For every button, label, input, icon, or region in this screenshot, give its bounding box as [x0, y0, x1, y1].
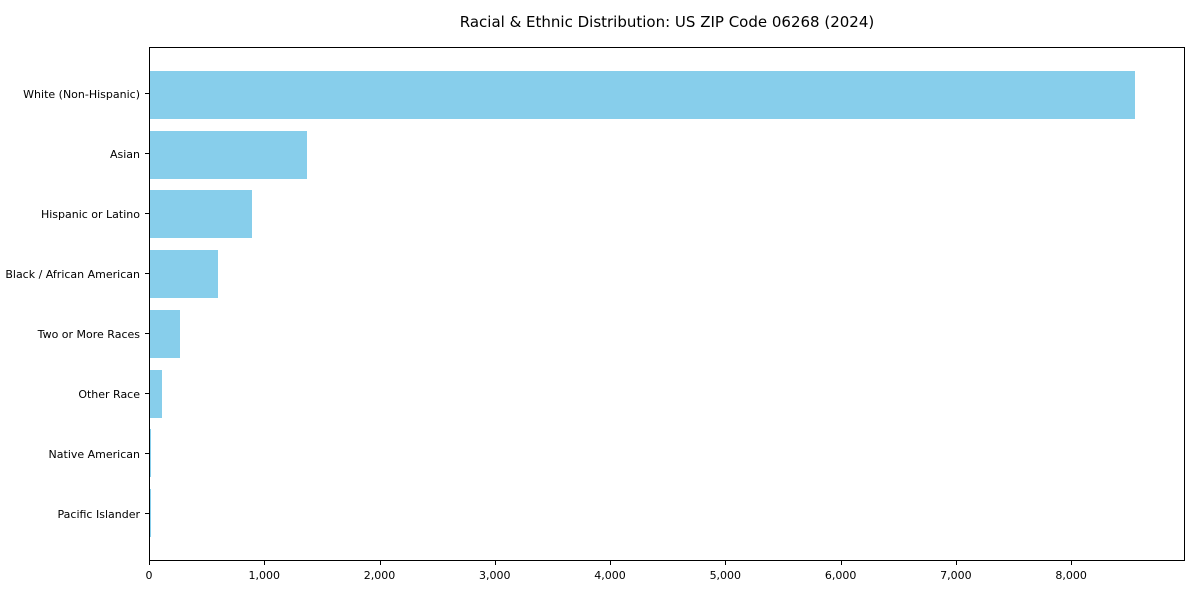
bar-row [150, 364, 1184, 424]
x-tick-label: 6,000 [824, 569, 857, 582]
bar [150, 429, 152, 478]
bar [150, 190, 253, 239]
x-tick-label: 8,000 [1055, 569, 1087, 582]
y-tick-mark [145, 213, 149, 214]
x-tick-mark [494, 561, 496, 565]
x-tick-mark [149, 561, 150, 565]
bar [150, 250, 218, 299]
x-tick-label: 4,000 [594, 569, 626, 582]
y-axis-row: Other Race [0, 364, 149, 424]
x-tick-label: 7,000 [940, 569, 972, 582]
plot-area [149, 47, 1185, 561]
bar [150, 130, 308, 179]
bar-row [150, 244, 1184, 304]
y-axis-row: Hispanic or Latino [0, 184, 149, 244]
bar [150, 309, 181, 358]
x-tick-mark [955, 561, 957, 565]
y-tick-mark [145, 153, 149, 154]
chart-title: Racial & Ethnic Distribution: US ZIP Cod… [459, 13, 875, 31]
y-axis-row: Asian [0, 124, 149, 184]
y-tick-label: Native American [48, 447, 140, 461]
y-tick-label: Hispanic or Latino [40, 207, 140, 221]
bar-row [150, 125, 1184, 185]
y-tick-mark [145, 453, 149, 454]
y-tick-label: Other Race [78, 387, 140, 401]
y-tick-mark [145, 513, 149, 514]
x-tick-mark [1071, 561, 1073, 565]
y-tick-label: Pacific Islander [57, 507, 140, 521]
x-tick-label: 0 [145, 569, 153, 582]
y-tick-mark [145, 273, 149, 274]
x-tick-label: 2,000 [363, 569, 396, 582]
bar [150, 70, 1135, 119]
y-axis-row: Black / African American [0, 244, 149, 304]
y-axis-row: Pacific Islander [0, 484, 149, 544]
x-axis: 0 1,000 2,000 3,000 4,000 5,000 6,000 7,000 8,00… [145, 561, 1185, 593]
x-tick-mark [610, 561, 612, 565]
y-axis: White (Non-Hispanic) Asian Hispanic or Lat… [0, 47, 149, 561]
y-tick-label: Asian [109, 147, 140, 161]
y-tick-label: Black / African American [5, 267, 140, 281]
x-tick-label: 3,000 [479, 569, 511, 582]
y-axis-row: Native American [0, 424, 149, 484]
bar-row [150, 483, 1184, 543]
bar-row [150, 304, 1184, 364]
y-tick-label: Two or More Races [37, 327, 140, 341]
bar-row [150, 185, 1184, 245]
x-tick-mark [379, 561, 381, 565]
x-tick-mark [725, 561, 727, 565]
bar-row [150, 65, 1184, 125]
y-tick-mark [145, 93, 149, 94]
x-tick-label: 1,000 [248, 569, 281, 582]
bar [150, 489, 151, 538]
y-axis-row: Two or More Races [0, 304, 149, 364]
bar-row [150, 424, 1184, 484]
x-tick-mark [840, 561, 842, 565]
x-tick-label: 5,000 [709, 569, 742, 582]
y-tick-label: White (Non-Hispanic) [23, 87, 140, 101]
y-axis-row: White (Non-Hispanic) [0, 64, 149, 124]
x-tick-mark [264, 561, 266, 565]
bar [150, 369, 162, 418]
y-tick-mark [145, 393, 149, 394]
y-tick-mark [145, 333, 149, 334]
